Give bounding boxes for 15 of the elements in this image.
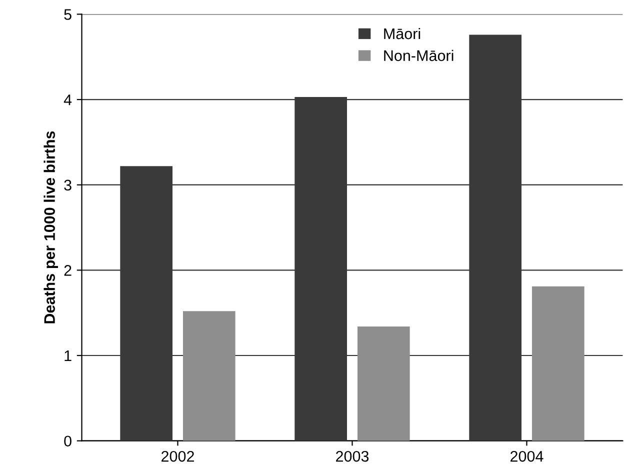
x-tick-label: 2003 bbox=[336, 450, 369, 462]
legend-label: Non-Māori bbox=[384, 50, 454, 62]
legend-label: Māori bbox=[384, 28, 420, 40]
bar bbox=[532, 286, 584, 441]
bar bbox=[357, 326, 410, 441]
y-tick-label: 3 bbox=[64, 180, 72, 191]
x-tick-label: 2002 bbox=[162, 450, 194, 462]
bar bbox=[182, 311, 236, 441]
y-tick-label: 1 bbox=[64, 350, 72, 362]
x-tick-label: 2004 bbox=[510, 450, 544, 462]
y-tick-label: 4 bbox=[64, 94, 72, 106]
y-tick-label: 2 bbox=[64, 265, 72, 276]
y-axis-title: Deaths per 1000 live births bbox=[44, 131, 58, 324]
y-tick-label: 0 bbox=[64, 436, 72, 447]
y-tick-label: 5 bbox=[64, 9, 72, 20]
